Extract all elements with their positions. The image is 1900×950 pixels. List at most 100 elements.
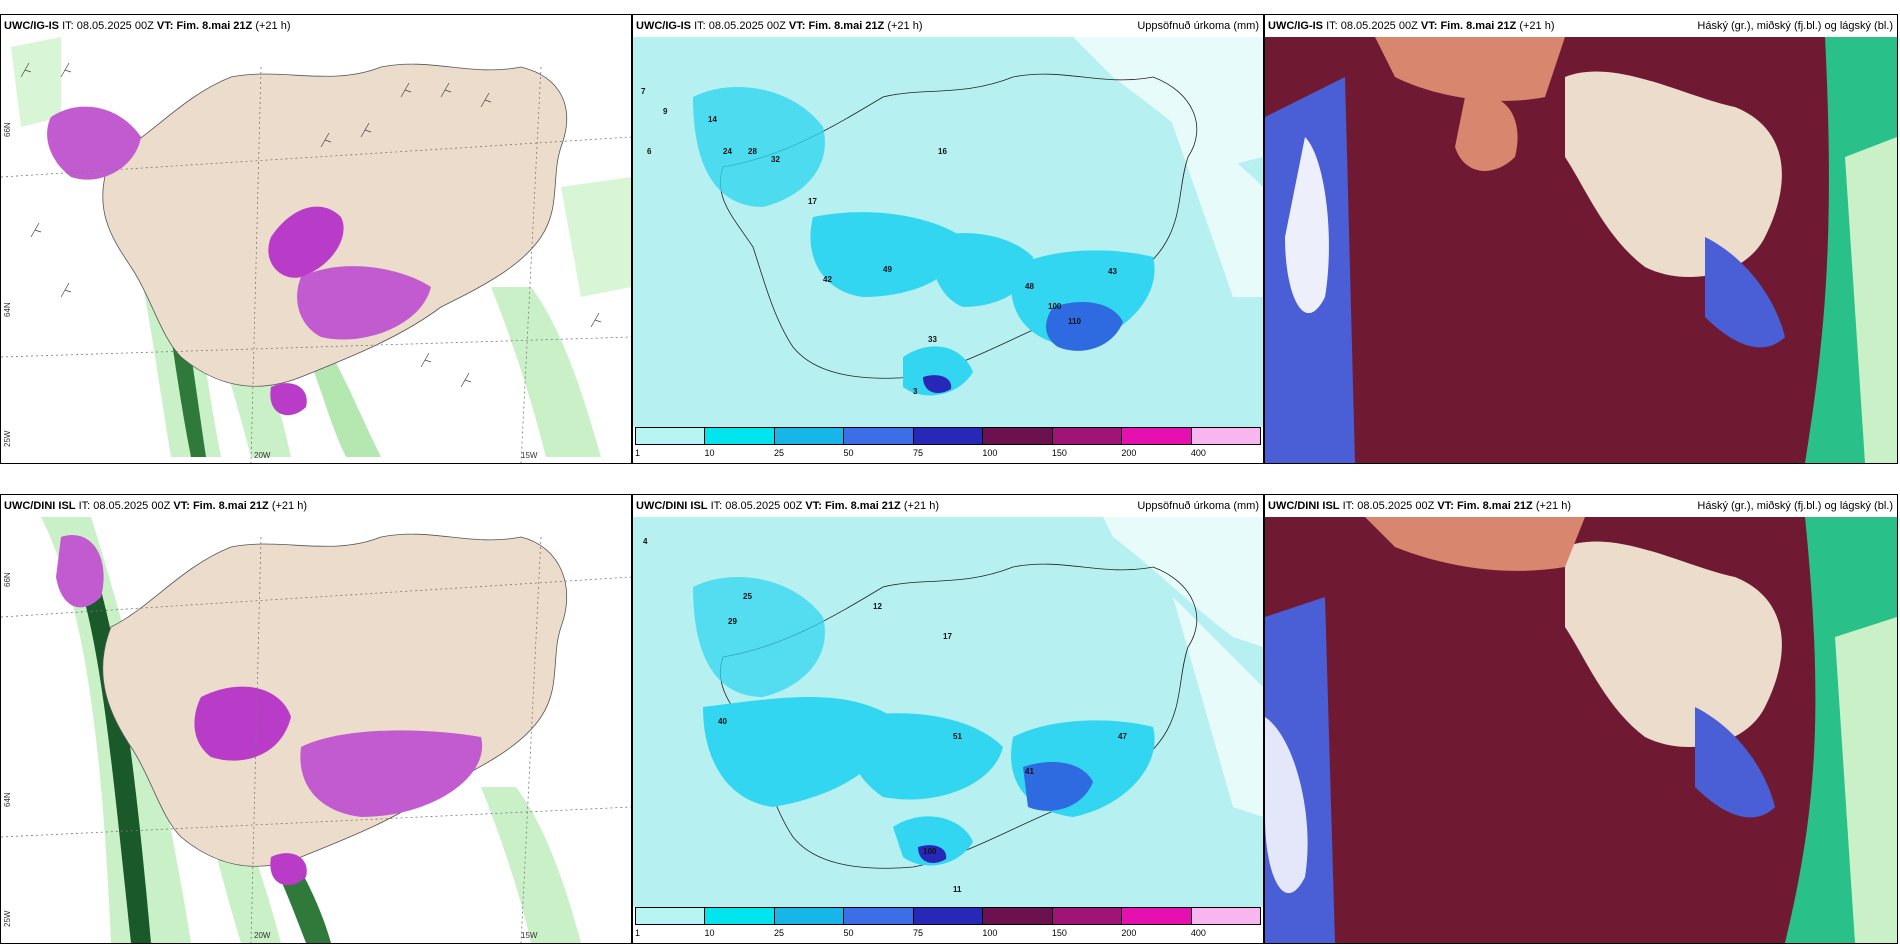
issue-label: IT: — [710, 500, 723, 512]
lon-tick-20w: 20W — [254, 931, 271, 940]
issue-time: 08.05.2025 00Z — [1357, 500, 1435, 512]
legend-segment — [1122, 908, 1192, 924]
legend-segment — [983, 428, 1053, 444]
issue-label: IT: — [78, 500, 91, 512]
lon-tick-15w: 15W — [521, 451, 538, 460]
legend-label: 100 — [982, 928, 998, 938]
lat-tick-66n: 66N — [3, 572, 12, 587]
precip-value: 9 — [663, 107, 668, 116]
panel-header: UWC/DINI ISL IT: 08.05.2025 00Z VT: Fim.… — [633, 495, 1263, 517]
precip-value: 16 — [938, 147, 947, 156]
precip-value: 25 — [743, 592, 752, 601]
legend-segment — [1122, 428, 1192, 444]
legend-segment — [636, 908, 706, 924]
lat-tick-66n: 66N — [3, 122, 12, 137]
precip-value: 32 — [771, 155, 780, 164]
model-name: UWC/DINI ISL — [4, 500, 76, 512]
lat-tick-64n: 64N — [3, 792, 12, 807]
valid-label: VT: — [805, 500, 822, 512]
map-wind-vertical-motion: 66N 64N 25W 20W 15W — [1, 37, 631, 463]
lead-time: (+21 h) — [1519, 20, 1555, 32]
lead-time: (+21 h) — [1535, 500, 1571, 512]
legend-segment — [774, 908, 845, 924]
precip-value: 33 — [928, 335, 937, 344]
valid-time: Fim. 8.mai 21Z — [192, 500, 269, 512]
precip-value: 6 — [647, 147, 652, 156]
legend-label: 150 — [1051, 448, 1067, 458]
issue-time: 08.05.2025 00Z — [76, 20, 154, 32]
panel-r1-wind: UWC/IG-IS IT: 08.05.2025 00Z VT: Fim. 8.… — [0, 14, 632, 464]
valid-time: Fim. 8.mai 21Z — [1456, 500, 1533, 512]
legend-segment — [705, 908, 775, 924]
legend-segment — [1052, 908, 1123, 924]
legend-label: 10 — [704, 448, 715, 458]
lon-tick-25w: 25W — [3, 910, 12, 927]
precip-map-svg — [633, 517, 1263, 907]
cloud-map-svg — [1265, 517, 1897, 943]
legend-segment — [913, 428, 984, 444]
lead-time: (+21 h) — [887, 20, 923, 32]
model-name: UWC/IG-IS — [4, 20, 59, 32]
panel-title: Háský (gr.), miðský (fj.bl.) og lágský (… — [1697, 20, 1893, 32]
precip-legend: 1 10 25 50 75 100 150 200 400 — [635, 907, 1261, 941]
precip-value: 51 — [953, 732, 962, 741]
precip-value: 100 — [1048, 302, 1062, 311]
valid-label: VT: — [156, 20, 174, 32]
panel-header: UWC/DINI ISL IT: 08.05.2025 00Z VT: Fim.… — [1265, 495, 1897, 517]
valid-label: VT: — [1437, 500, 1454, 512]
panel-title: Uppsöfnuð úrkoma (mm) — [1137, 500, 1259, 512]
legend-label: 25 — [773, 928, 784, 938]
wind-map-svg — [1, 37, 631, 463]
precip-value: 17 — [943, 632, 952, 641]
precip-value: 12 — [873, 602, 882, 611]
map-accumulated-precip: 4 12 17 25 29 40 51 41 47 100 11 — [633, 517, 1263, 907]
map-wind-vertical-motion: 66N 64N 25W 20W 15W — [1, 517, 631, 943]
legend-label: 75 — [912, 928, 923, 938]
precip-value: 11 — [953, 885, 962, 894]
precip-legend: 1 10 25 50 75 100 150 200 400 — [635, 427, 1261, 461]
legend-colorbar — [635, 907, 1261, 925]
valid-time: Fim. 8.mai 21Z — [1440, 20, 1517, 32]
issue-label: IT: — [1326, 20, 1338, 32]
legend-segment — [913, 908, 984, 924]
issue-time: 08.05.2025 00Z — [725, 500, 803, 512]
precip-value: 49 — [883, 265, 892, 274]
legend-label: 400 — [1190, 928, 1206, 938]
legend-label: 200 — [1121, 448, 1137, 458]
panel-title: Háský (gr.), miðský (fj.bl.) og lágský (… — [1697, 500, 1893, 512]
lead-time: (+21 h) — [255, 20, 291, 32]
precip-value: 41 — [1025, 767, 1034, 776]
panel-header: UWC/DINI ISL IT: 08.05.2025 00Z VT: Fim.… — [1, 495, 631, 517]
issue-label: IT: — [1342, 500, 1355, 512]
legend-segment — [844, 428, 914, 444]
lon-tick-15w: 15W — [521, 931, 538, 940]
precip-value: 17 — [808, 197, 817, 206]
panel-r1-precip: UWC/IG-IS IT: 08.05.2025 00Z VT: Fim. 8.… — [632, 14, 1264, 464]
legend-segment — [1052, 428, 1123, 444]
map-cloud-cover — [1265, 37, 1897, 463]
precip-value: 40 — [718, 717, 727, 726]
precip-value: 47 — [1118, 732, 1127, 741]
lon-tick-25w: 25W — [3, 430, 12, 447]
precip-value: 110 — [1068, 317, 1081, 326]
legend-labels: 1 10 25 50 75 100 150 200 400 — [635, 447, 1261, 459]
map-accumulated-precip: 7 9 6 14 24 28 32 17 16 49 42 48 100 110… — [633, 37, 1263, 427]
legend-colorbar — [635, 427, 1261, 445]
model-name: UWC/DINI ISL — [636, 500, 708, 512]
valid-time: Fim. 8.mai 21Z — [808, 20, 885, 32]
panel-r2-precip: UWC/DINI ISL IT: 08.05.2025 00Z VT: Fim.… — [632, 494, 1264, 944]
legend-label: 25 — [773, 448, 784, 458]
wind-map-svg — [1, 517, 631, 943]
panel-header: UWC/IG-IS IT: 08.05.2025 00Z VT: Fim. 8.… — [633, 15, 1263, 37]
legend-label: 200 — [1121, 928, 1137, 938]
precip-value: 100 — [923, 847, 937, 856]
model-name: UWC/IG-IS — [1268, 20, 1323, 32]
legend-segment — [983, 908, 1053, 924]
valid-label: VT: — [788, 20, 806, 32]
legend-label: 50 — [843, 928, 854, 938]
panel-header: UWC/IG-IS IT: 08.05.2025 00Z VT: Fim. 8.… — [1, 15, 631, 37]
lead-time: (+21 h) — [271, 500, 307, 512]
precip-value: 14 — [708, 115, 717, 124]
legend-label: 50 — [843, 448, 854, 458]
issue-time: 08.05.2025 00Z — [93, 500, 171, 512]
